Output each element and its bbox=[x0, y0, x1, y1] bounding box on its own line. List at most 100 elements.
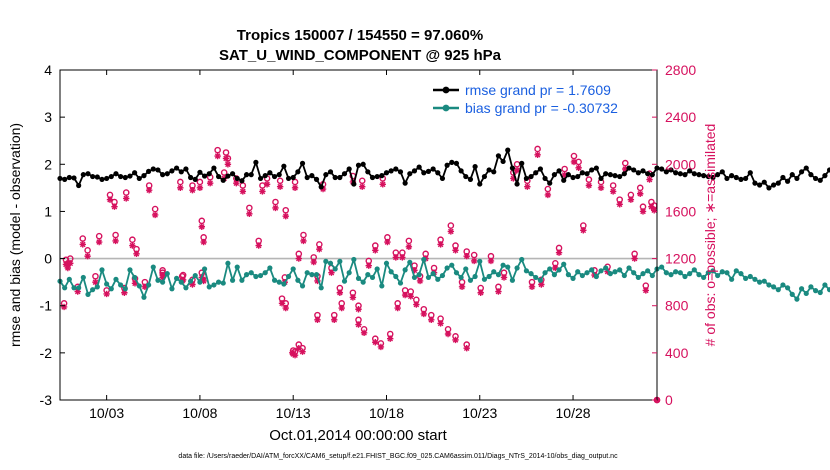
bias-point bbox=[407, 259, 413, 265]
bias-point bbox=[519, 256, 525, 263]
obs-possible-marker bbox=[95, 232, 103, 240]
obs-assimilated-marker bbox=[360, 329, 368, 337]
bias-point bbox=[360, 279, 366, 285]
bias-point bbox=[458, 274, 464, 281]
obs-assimilated-marker bbox=[437, 320, 444, 327]
obs-assimilated-marker bbox=[355, 306, 362, 313]
bias-point bbox=[160, 279, 166, 285]
bias-point bbox=[309, 272, 315, 278]
y-tick-label: 4 bbox=[44, 62, 52, 78]
bias-point bbox=[439, 272, 446, 279]
bias-point bbox=[323, 258, 329, 264]
obs-assimilated-marker bbox=[528, 283, 536, 291]
obs-assimilated-marker bbox=[407, 293, 414, 300]
obs-assimilated-marker bbox=[616, 201, 623, 208]
obs-assimilated-marker bbox=[259, 188, 266, 195]
plot-background bbox=[60, 70, 657, 400]
rmse-point bbox=[505, 147, 511, 153]
rmse-point bbox=[169, 168, 175, 174]
rmse-point bbox=[411, 168, 418, 174]
rmse-point bbox=[323, 172, 329, 178]
obs-possible-marker bbox=[300, 231, 307, 239]
chart-subtitle: SAT_U_WIND_COMPONENT @ 925 hPa bbox=[219, 47, 502, 64]
bias-point bbox=[192, 272, 198, 279]
obs-assimilated-marker bbox=[278, 300, 286, 307]
bias-point bbox=[351, 256, 357, 263]
bias-point bbox=[346, 270, 352, 276]
bias-point bbox=[495, 272, 502, 278]
bias-point bbox=[561, 261, 567, 267]
obs-possible-marker bbox=[470, 251, 478, 259]
obs-assimilated-marker bbox=[246, 210, 253, 217]
rmse-point bbox=[435, 170, 441, 176]
obs-assimilated-marker bbox=[141, 283, 149, 291]
bias-point bbox=[132, 274, 138, 281]
rmse-point bbox=[118, 173, 124, 180]
rmse-point bbox=[575, 173, 581, 180]
x-tick-label: 10/08 bbox=[182, 405, 217, 421]
bias-point bbox=[383, 260, 390, 266]
obs-assimilated-marker bbox=[575, 164, 582, 172]
obs-assimilated-marker bbox=[222, 155, 230, 162]
bias-point bbox=[514, 265, 520, 271]
y2-tick-label: 0 bbox=[665, 392, 673, 408]
obs-possible-marker bbox=[112, 231, 119, 239]
obs-possible-marker bbox=[561, 165, 568, 173]
rmse-point bbox=[556, 168, 562, 174]
obs-possible-marker bbox=[282, 206, 290, 214]
obs-assimilated-marker bbox=[642, 287, 650, 294]
rmse-point bbox=[579, 170, 585, 176]
bias-point bbox=[631, 270, 637, 276]
y2-tick-label: 400 bbox=[665, 345, 689, 361]
obs-assimilated-marker bbox=[129, 242, 136, 249]
rmse-point bbox=[421, 170, 427, 176]
data-file-footer: data file: /Users/raeder/DAI/ATM_forcXX/… bbox=[178, 453, 618, 460]
obs-possible-marker bbox=[609, 182, 617, 189]
bias-point bbox=[542, 270, 548, 276]
bias-point bbox=[425, 274, 432, 281]
rmse-point bbox=[341, 171, 348, 177]
obs-assimilated-marker bbox=[224, 161, 232, 168]
bias-point bbox=[533, 274, 539, 281]
obs-assimilated-marker bbox=[276, 183, 284, 190]
y-tick-label: -2 bbox=[40, 345, 53, 361]
rmse-point bbox=[369, 174, 376, 181]
obs-assimilated-marker bbox=[437, 241, 444, 248]
rmse-point bbox=[621, 171, 627, 177]
obs-assimilated-marker bbox=[470, 257, 478, 265]
rmse-point bbox=[127, 173, 133, 179]
rmse-point bbox=[463, 173, 469, 180]
obs-possible-marker bbox=[222, 149, 230, 156]
bias-point bbox=[784, 285, 791, 291]
rmse-point bbox=[729, 173, 735, 179]
y2-tick-label: 800 bbox=[665, 298, 689, 314]
rmse-point bbox=[649, 172, 655, 178]
obs-assimilated-marker bbox=[534, 151, 541, 159]
rmse-point bbox=[383, 170, 390, 176]
rmse-point bbox=[99, 176, 105, 182]
rmse-point bbox=[337, 174, 343, 181]
bias-point bbox=[645, 268, 651, 274]
bias-point bbox=[416, 272, 422, 278]
rmse-point bbox=[146, 168, 152, 174]
chart-title: Tropics 150007 / 154550 = 97.060% bbox=[237, 27, 483, 44]
rmse-point bbox=[80, 172, 86, 178]
obs-assimilated-marker bbox=[570, 158, 578, 166]
rmse-point bbox=[547, 180, 553, 186]
obs-assimilated-marker bbox=[420, 310, 427, 318]
rmse-point bbox=[327, 169, 334, 175]
obs-assimilated-marker bbox=[295, 255, 302, 262]
obs-assimilated-marker bbox=[428, 316, 435, 324]
rmse-point bbox=[561, 177, 567, 183]
rmse-point bbox=[584, 171, 590, 177]
rmse-point bbox=[183, 166, 189, 172]
bias-point bbox=[201, 266, 208, 272]
bias-point bbox=[146, 282, 152, 288]
bias-point bbox=[803, 290, 809, 297]
rmse-point bbox=[808, 172, 814, 178]
rmse-point bbox=[481, 173, 488, 180]
bias-point bbox=[220, 280, 226, 286]
rmse-point bbox=[766, 185, 772, 191]
rmse-point bbox=[393, 166, 399, 172]
y-tick-label: 0 bbox=[44, 251, 52, 267]
